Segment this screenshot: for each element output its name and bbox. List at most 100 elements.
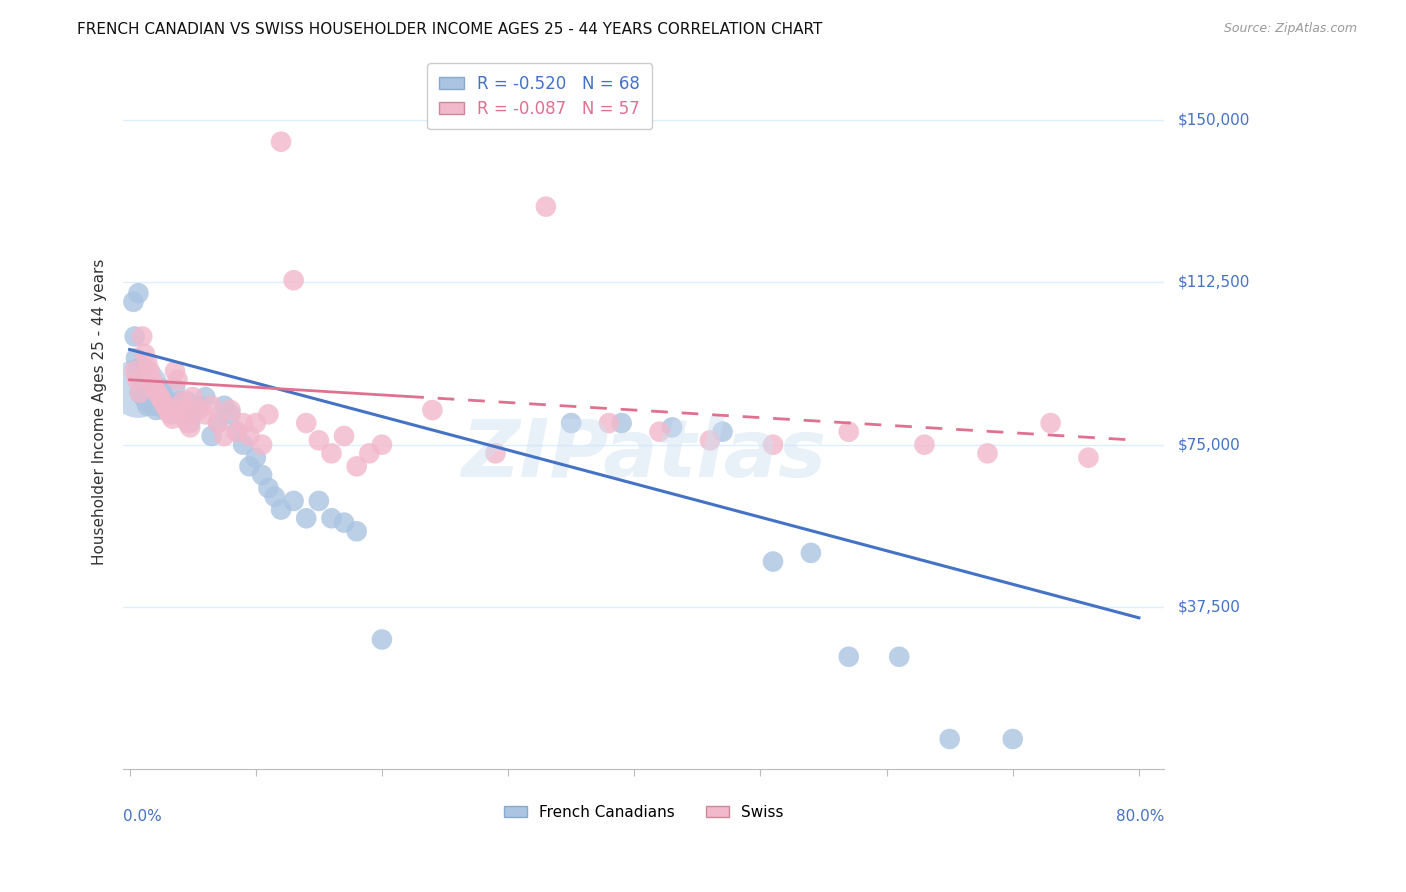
Point [207, 416, 229, 430]
Point [295, 416, 318, 430]
Point [174, 403, 197, 417]
Point [938, 731, 960, 746]
Point [132, 390, 155, 404]
Point [270, 135, 292, 149]
Point [156, 394, 179, 409]
Point [201, 429, 224, 443]
Point [257, 408, 280, 422]
Point [188, 403, 211, 417]
Point [648, 425, 671, 439]
Point [270, 502, 292, 516]
Point [976, 446, 998, 460]
Point [257, 481, 280, 495]
Point [534, 200, 557, 214]
Point [371, 438, 394, 452]
Point [131, 329, 153, 343]
Point [176, 394, 198, 409]
Point [225, 425, 247, 439]
Point [127, 286, 149, 301]
Point [889, 649, 911, 664]
Point [152, 385, 174, 400]
Point [560, 416, 582, 430]
Point [484, 446, 506, 460]
Point [346, 459, 368, 474]
Point [1077, 450, 1099, 465]
Point [219, 403, 242, 417]
Point [148, 394, 170, 409]
Y-axis label: Householder Income Ages 25 - 44 years: Householder Income Ages 25 - 44 years [93, 259, 107, 566]
Point [169, 403, 191, 417]
Point [238, 429, 260, 443]
Text: 80.0%: 80.0% [1116, 808, 1164, 823]
Point [153, 403, 176, 417]
Point [598, 416, 620, 430]
Text: ZIPatlas: ZIPatlas [461, 416, 827, 494]
Point [141, 373, 163, 387]
Point [181, 390, 204, 404]
Point [136, 399, 159, 413]
Point [174, 411, 197, 425]
Point [124, 364, 146, 378]
Point [125, 351, 148, 365]
Point [283, 273, 305, 287]
Point [250, 438, 273, 452]
Point [699, 434, 721, 448]
Point [232, 438, 254, 452]
Point [838, 649, 860, 664]
Point [124, 329, 146, 343]
Point [141, 390, 163, 404]
Point [371, 632, 394, 647]
Point [138, 390, 160, 404]
Point [333, 429, 356, 443]
Point [800, 546, 823, 560]
Point [762, 438, 785, 452]
Point [838, 425, 860, 439]
Point [181, 408, 204, 422]
Point [194, 408, 217, 422]
Point [283, 494, 305, 508]
Point [176, 416, 198, 430]
Point [250, 467, 273, 482]
Point [711, 425, 734, 439]
Point [346, 524, 368, 539]
Point [232, 416, 254, 430]
Point [308, 494, 330, 508]
Text: $150,000: $150,000 [1178, 112, 1250, 128]
Text: $112,500: $112,500 [1178, 275, 1250, 290]
Point [143, 385, 166, 400]
Point [1039, 416, 1062, 430]
Point [142, 399, 165, 413]
Text: $37,500: $37,500 [1178, 599, 1241, 615]
Point [166, 373, 188, 387]
Point [212, 429, 235, 443]
Point [308, 434, 330, 448]
Point [128, 385, 150, 400]
Point [163, 364, 186, 378]
Point [201, 399, 224, 413]
Point [139, 364, 162, 378]
Point [127, 381, 149, 395]
Point [295, 511, 318, 525]
Point [207, 416, 229, 430]
Point [163, 381, 186, 395]
Point [128, 385, 150, 400]
Point [146, 385, 169, 400]
Text: Source: ZipAtlas.com: Source: ZipAtlas.com [1223, 22, 1357, 36]
Point [135, 394, 157, 409]
Point [610, 416, 633, 430]
Point [156, 403, 179, 417]
Point [219, 408, 242, 422]
Point [127, 364, 149, 378]
Point [136, 355, 159, 369]
Point [152, 399, 174, 413]
Text: FRENCH CANADIAN VS SWISS HOUSEHOLDER INCOME AGES 25 - 44 YEARS CORRELATION CHART: FRENCH CANADIAN VS SWISS HOUSEHOLDER INC… [77, 22, 823, 37]
Point [912, 438, 935, 452]
Point [127, 373, 149, 387]
Point [238, 459, 260, 474]
Point [149, 390, 172, 404]
Point [150, 381, 173, 395]
Point [131, 359, 153, 374]
Point [321, 511, 343, 525]
Point [194, 390, 217, 404]
Point [143, 381, 166, 395]
